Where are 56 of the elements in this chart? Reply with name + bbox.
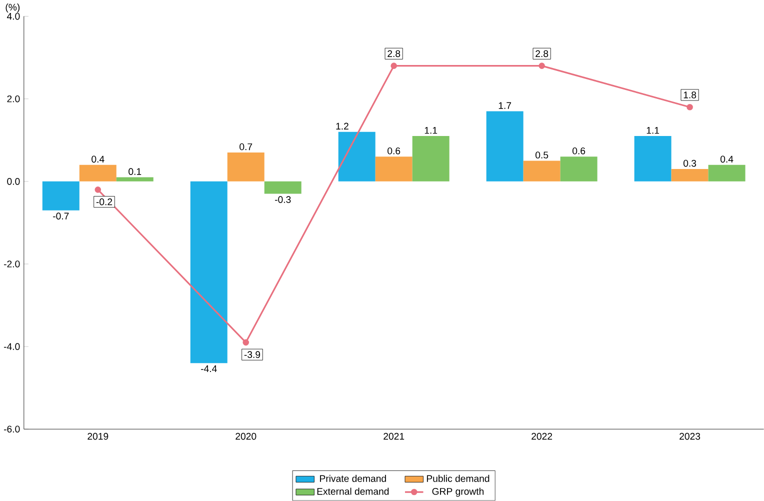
point: [390, 62, 397, 70]
data-label: 0.4: [720, 156, 734, 163]
bar: [412, 136, 450, 182]
y-tick-label: 2.0: [7, 96, 20, 102]
point: [94, 186, 102, 193]
legend-label: Private demand: [320, 474, 386, 482]
data-label: -0.7: [53, 212, 69, 220]
point: [538, 62, 545, 70]
y-tick-label: -6.0: [4, 426, 20, 433]
point: [686, 104, 693, 110]
legend-label: External demand: [317, 488, 389, 495]
data-label: 0.3: [683, 160, 696, 167]
data-label: 0.6: [388, 148, 400, 154]
data-label: -0.3: [275, 196, 291, 204]
x-tick-label: 2019: [88, 432, 108, 440]
bar: [634, 136, 672, 182]
data-label: 0.6: [572, 148, 586, 154]
x-tick-label: 2023: [680, 432, 700, 440]
data-label: 0.4: [92, 156, 104, 163]
bar: [42, 182, 80, 210]
legend-label: Public demand: [426, 474, 490, 482]
data-label: 1.8: [684, 92, 696, 98]
bar: [190, 182, 228, 364]
y-axis-title: (%): [6, 4, 20, 13]
x-tick-label: 2022: [532, 432, 552, 440]
bar: [227, 152, 264, 182]
bar: [338, 132, 376, 182]
data-label: 1.7: [498, 102, 512, 109]
data-label: -0.2: [96, 198, 112, 206]
data-label: 2.8: [388, 50, 400, 58]
data-label: -3.9: [244, 351, 260, 358]
point: [242, 339, 250, 346]
data-label: -4.4: [201, 366, 217, 372]
data-label: 1.1: [646, 127, 660, 134]
y-tick-label: 4.0: [6, 12, 20, 20]
data-label: 0.1: [128, 168, 142, 176]
x-tick-label: 2020: [236, 432, 256, 440]
bar: [264, 182, 302, 194]
bar: [116, 177, 154, 182]
data-label: 1.2: [336, 122, 348, 130]
bar: [560, 156, 598, 182]
bar: [671, 169, 708, 182]
y-tick-label: -2.0: [4, 260, 20, 268]
bar: [523, 160, 560, 182]
data-label: 0.7: [240, 143, 252, 150]
y-tick-label: -4.0: [4, 343, 20, 350]
bar: [79, 165, 116, 182]
bar: [486, 111, 524, 182]
data-label: 2.8: [536, 50, 548, 58]
legend-label: GRP growth: [432, 488, 484, 497]
data-label: 1.1: [424, 127, 438, 134]
bar: [708, 165, 746, 182]
data-label: 0.5: [536, 152, 548, 159]
y-tick-label: 0.0: [7, 178, 20, 185]
x-tick-label: 2021: [384, 432, 404, 440]
bar: [375, 156, 412, 182]
